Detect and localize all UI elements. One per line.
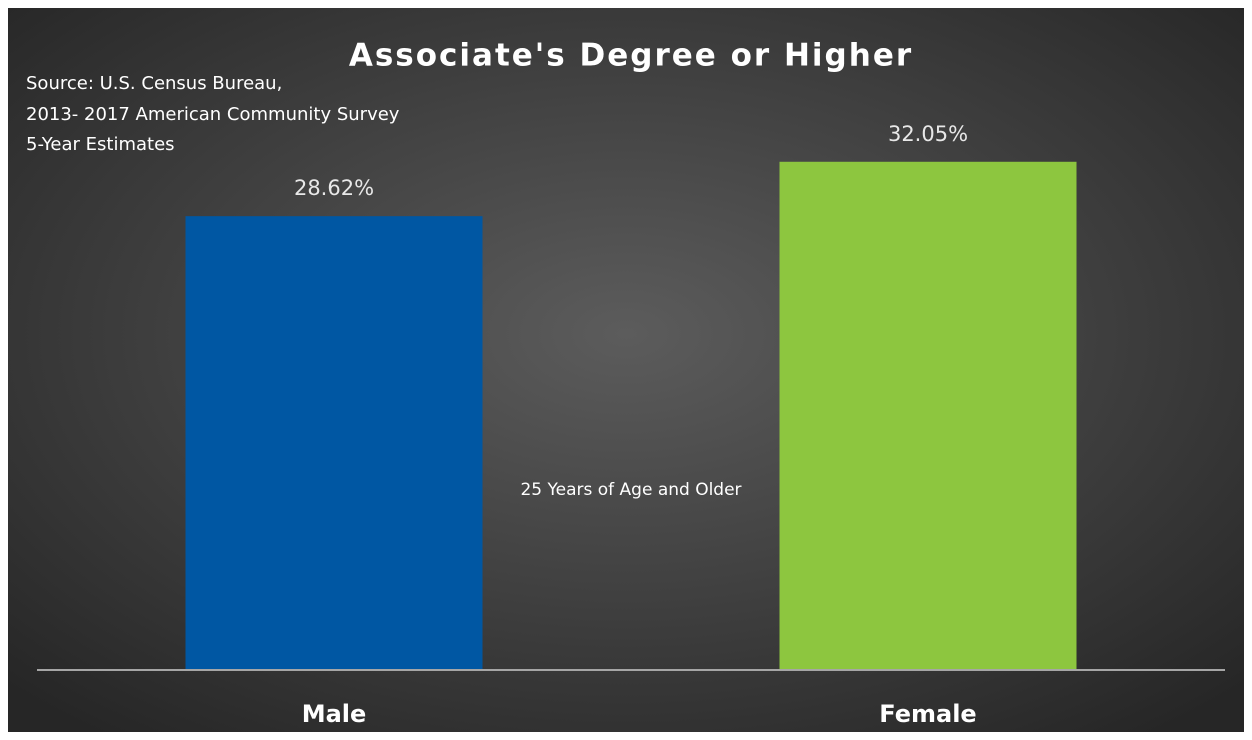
x-tick-label: Female [879, 700, 976, 728]
source-note: 5-Year Estimates [26, 134, 175, 155]
bar [185, 216, 483, 670]
annotation: 25 Years of Age and Older [520, 480, 741, 500]
data-label: 32.05% [888, 122, 968, 146]
data-label: 28.62% [294, 176, 374, 200]
source-note: 2013- 2017 American Community Survey [26, 104, 400, 125]
source-note: Source: U.S. Census Bureau, [26, 73, 282, 94]
bar [779, 161, 1077, 670]
x-tick-label: Male [302, 700, 367, 728]
chart-title: Associate's Degree or Higher [349, 38, 913, 74]
